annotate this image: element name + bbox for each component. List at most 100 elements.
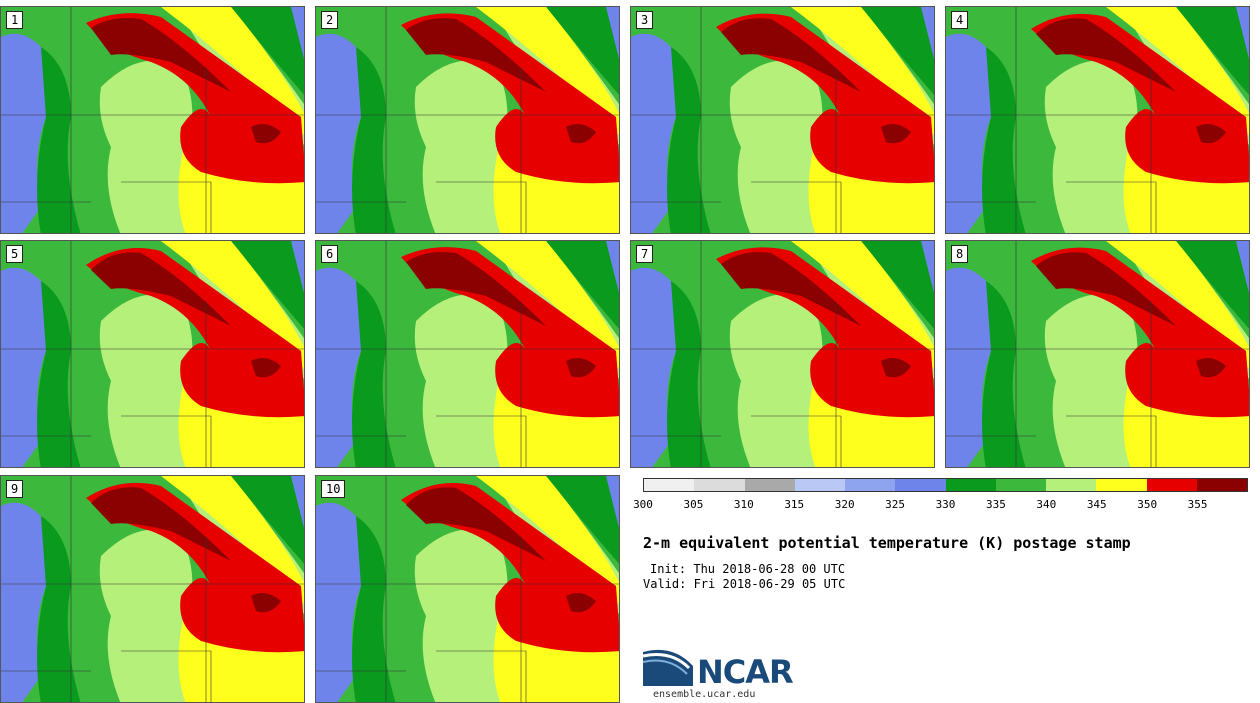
colorbar-cell — [794, 479, 845, 491]
field-345-band — [476, 241, 619, 369]
map-panel: 5 — [0, 240, 305, 468]
member-label: 8 — [951, 245, 969, 263]
field-355 — [406, 252, 546, 326]
field-330 — [667, 281, 711, 467]
map-panel: 4 — [945, 6, 1250, 234]
field-325 — [631, 33, 683, 233]
colorbar-cell — [744, 479, 795, 491]
state-border — [751, 415, 842, 467]
field-345-band — [476, 7, 619, 135]
member-label: 5 — [6, 245, 24, 263]
field-355 — [406, 487, 546, 561]
state-border — [121, 650, 212, 702]
colorbar-tick-label: 340 — [1036, 498, 1057, 511]
field-330 — [982, 47, 1026, 233]
field-345-band — [1106, 241, 1249, 369]
field-330-ne — [546, 476, 619, 564]
colorbar-cell — [644, 479, 695, 491]
colorbar — [643, 478, 1248, 492]
field-330-ne — [231, 476, 304, 564]
ncar-logo-icon — [643, 649, 693, 686]
field-350 — [716, 247, 934, 418]
field-345-band — [161, 241, 304, 369]
field-330 — [352, 281, 396, 467]
member-label: 9 — [6, 480, 24, 498]
theta-e-map — [631, 7, 934, 233]
field-350 — [86, 482, 304, 653]
map-panel: 6 — [315, 240, 620, 468]
field-355-patch — [566, 123, 596, 144]
field-325 — [631, 267, 683, 467]
field-355 — [1036, 18, 1176, 92]
field-350 — [86, 248, 304, 418]
state-border — [121, 181, 212, 233]
field-330-ne — [231, 7, 304, 95]
colorbar-cell — [1046, 479, 1097, 491]
field-325 — [946, 267, 998, 467]
field-340 — [1044, 294, 1138, 467]
valid-time: Valid: Fri 2018-06-29 05 UTC — [643, 577, 846, 591]
field-330 — [37, 516, 81, 702]
colorbar-tick-label: 335 — [985, 498, 1006, 511]
theta-e-map — [316, 241, 619, 467]
theta-e-map — [1, 241, 304, 467]
member-label: 4 — [951, 11, 969, 29]
theta-e-map — [946, 7, 1249, 233]
colorbar-tick-label: 320 — [834, 498, 855, 511]
field-355-patch — [1196, 357, 1226, 378]
field-325 — [1, 502, 53, 702]
field-340 — [99, 60, 193, 233]
field-355-patch — [566, 357, 596, 378]
colorbar-cell — [945, 479, 996, 491]
colorbar-ticks: 300 305 310 315 320 325 330 335 340 345 350 355 — [633, 498, 1248, 514]
ncar-logo-text: NCAR — [697, 653, 794, 691]
field-330 — [37, 281, 81, 467]
colorbar-cell — [1096, 479, 1147, 491]
field-330-ne — [231, 241, 304, 329]
field-345-band — [1106, 7, 1249, 135]
field-325 — [316, 267, 368, 467]
colorbar-tick-label: 305 — [683, 498, 704, 511]
field-330-ne — [546, 7, 619, 95]
field-355-patch — [881, 357, 911, 378]
map-panel: 2 — [315, 6, 620, 234]
site-url: ensemble.ucar.edu — [653, 689, 756, 700]
field-330-ne — [1176, 241, 1249, 329]
member-label: 1 — [6, 11, 24, 29]
member-label: 6 — [321, 245, 339, 263]
field-350 — [716, 13, 934, 184]
field-355-patch — [251, 592, 281, 613]
field-350 — [1031, 13, 1249, 184]
field-355 — [1036, 252, 1176, 326]
field-350 — [401, 483, 619, 653]
field-355 — [721, 18, 861, 92]
state-border — [121, 415, 212, 467]
theta-e-map — [631, 241, 934, 467]
field-330 — [352, 516, 396, 702]
field-340 — [414, 60, 508, 233]
theta-e-map — [1, 476, 304, 702]
colorbar-cell — [1196, 479, 1247, 491]
field-340 — [729, 294, 823, 467]
field-330-ne — [861, 7, 934, 95]
colorbar-cell — [1146, 479, 1197, 491]
colorbar-cell — [895, 479, 946, 491]
field-340 — [1044, 60, 1138, 233]
field-325 — [1, 33, 53, 233]
member-label: 7 — [636, 245, 654, 263]
field-355 — [91, 252, 231, 326]
field-340 — [99, 529, 193, 702]
field-355-patch — [881, 123, 911, 144]
field-330 — [667, 47, 711, 233]
field-340 — [414, 529, 508, 702]
member-label: 3 — [636, 11, 654, 29]
colorbar-tick-label: 355 — [1187, 498, 1208, 511]
field-355 — [406, 18, 546, 92]
theta-e-map — [316, 476, 619, 702]
field-340 — [99, 294, 193, 467]
field-345-band — [476, 476, 619, 604]
field-355-patch — [1196, 123, 1226, 144]
field-330 — [352, 47, 396, 233]
field-340 — [729, 60, 823, 233]
map-panel: 7 — [630, 240, 935, 468]
